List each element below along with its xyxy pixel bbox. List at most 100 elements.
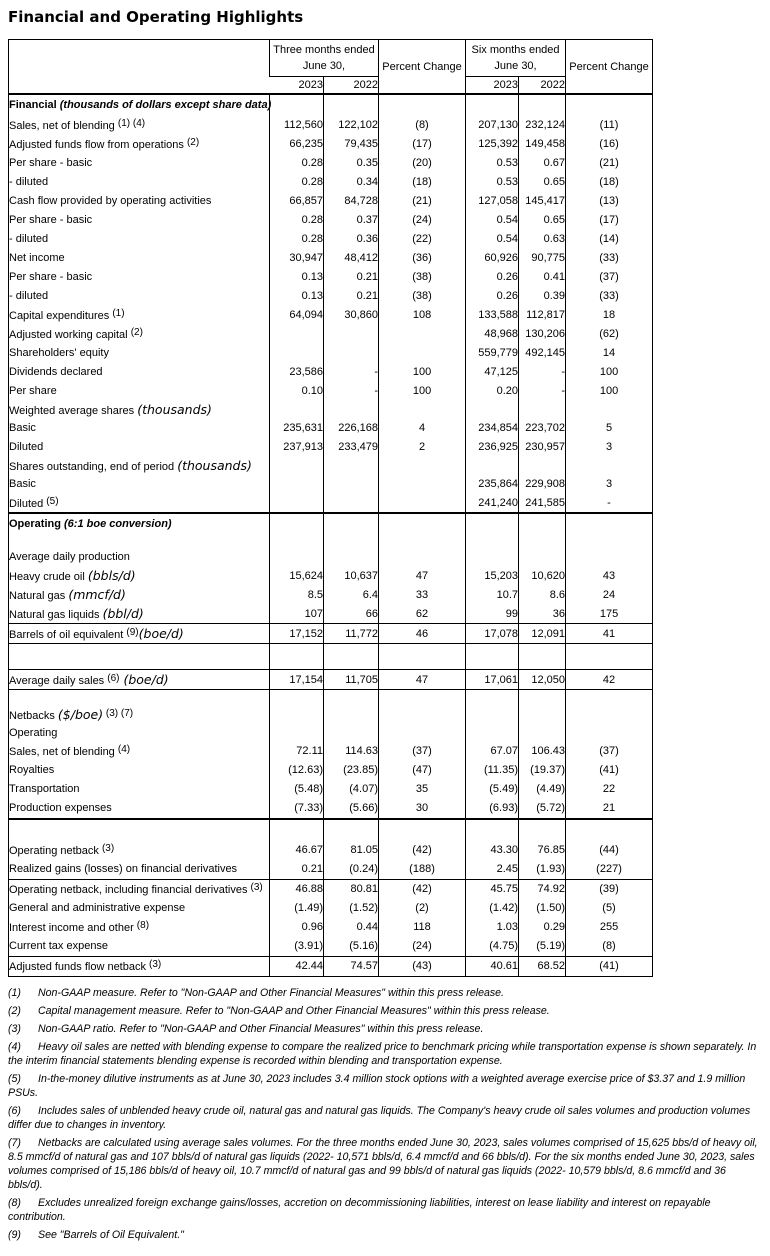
percent-change-cell (378, 493, 466, 513)
footnote: (1) Non-GAAP measure. Refer to "Non-GAAP … (8, 986, 762, 1000)
period-line: Six months ended (471, 44, 560, 56)
percent-change-cell: 21 (565, 798, 653, 820)
label-text: Adjusted funds flow netback (9, 961, 150, 973)
value-cell: 12,050 (518, 669, 566, 690)
label-text: Dividends declared (9, 365, 103, 378)
row-label: General and administrative expense (9, 899, 270, 918)
footnote-text: Netbacks are calculated using average sa… (8, 1136, 758, 1191)
row-label: Operating (9, 724, 270, 742)
percent-change-cell: (5) (565, 898, 653, 918)
percent-change-cell: (36) (378, 248, 466, 267)
label-text: Sales, net of blending (9, 746, 118, 758)
percent-change-cell: (188) (378, 859, 466, 880)
value-cell: 72.11 (269, 741, 324, 761)
spacer-row (9, 818, 653, 841)
percent-change-cell (378, 548, 466, 566)
value-cell: 84,728 (322, 191, 379, 210)
percent-change-cell: 30 (378, 798, 466, 820)
value-cell: 30,860 (322, 305, 379, 324)
percent-change-cell: 46 (378, 623, 466, 644)
value-cell: 233,479 (322, 437, 379, 456)
corner-cell (8, 39, 270, 95)
footnote-text: Excludes unrealized foreign exchange gai… (8, 1196, 711, 1223)
value-cell: (5.72) (518, 798, 566, 820)
percent-change-cell (565, 818, 653, 841)
percent-change-cell: 33 (378, 585, 466, 604)
label-text: Cash flow provided by operating activiti… (9, 194, 212, 207)
footnote-reference: (3) (149, 959, 162, 970)
value-cell (269, 324, 324, 343)
value-cell (269, 534, 324, 548)
label-text: (thousands of dollars except share data) (59, 99, 272, 111)
value-cell (269, 474, 324, 493)
footnote: (8) Excludes unrealized foreign exchange … (8, 1196, 762, 1224)
year-header: 2022 (518, 76, 566, 95)
table-row: Shareholders' equity 559,779 492,145 14 (9, 343, 653, 362)
table-row: Weighted average shares (thousands) (9, 400, 653, 418)
value-cell: (0.24) (322, 859, 379, 880)
label-text: General and administrative expense (9, 902, 186, 914)
unit-label: (thousands) (137, 401, 212, 417)
row-label: Barrels of oil equivalent (9)(boe/d) (8, 623, 270, 644)
table-row: Sales, net of blending (4) 72.11 114.63 (37… (9, 741, 653, 761)
value-cell: 74.57 (322, 956, 379, 976)
value-cell: 79,435 (322, 134, 379, 153)
value-cell: 11,772 (322, 623, 379, 644)
footnote-text: See "Barrels of Oil Equivalent." (38, 1228, 184, 1241)
value-cell: 0.39 (518, 286, 566, 305)
value-cell (322, 818, 379, 841)
footnote-reference: (1) (4) (117, 117, 146, 129)
percent-change-cell (565, 643, 653, 670)
percent-change-cell: (43) (378, 956, 466, 976)
value-cell: 76.85 (518, 840, 566, 860)
row-label: - diluted (9, 172, 270, 191)
value-cell (269, 723, 324, 742)
footnote: (6) Includes sales of unblended heavy cru… (8, 1104, 762, 1132)
table-row: Royalties (12.63) (23.85) (47) (11.35) (19.37… (9, 760, 653, 780)
table-row: Netbacks ($/boe) (3) (7) (9, 705, 653, 724)
value-cell: 0.28 (269, 229, 324, 248)
value-cell: 230,957 (518, 437, 566, 456)
value-cell: 48,968 (465, 324, 519, 343)
value-cell: - (518, 362, 566, 381)
unit-label: (mmcf/d) (68, 587, 126, 602)
value-cell: 40.61 (465, 956, 519, 976)
percent-change-cell: (14) (565, 229, 653, 248)
unit-label: (boe/d) (119, 672, 169, 687)
row-label: Weighted average shares (thousands) (9, 400, 270, 418)
table-row: Adjusted funds flow from operations (2) 6… (9, 134, 653, 153)
value-cell: 10,620 (518, 566, 566, 585)
value-cell (465, 512, 519, 534)
value-cell: 10,637 (322, 566, 379, 585)
table-row: Shares outstanding, end of period (thous… (9, 456, 653, 474)
spacer-row (9, 643, 653, 670)
value-cell: 64,094 (269, 305, 324, 324)
value-cell: (19.37) (518, 760, 566, 780)
value-cell: (12.63) (269, 760, 324, 780)
value-cell: 43.30 (465, 840, 519, 860)
label-text: Interest income and other (9, 922, 137, 934)
value-cell: - (322, 362, 379, 381)
label-text: Adjusted working capital (9, 328, 131, 341)
label-text: Basic (9, 477, 36, 490)
value-cell: (5.48) (269, 779, 324, 799)
percent-change-cell: 43 (565, 566, 653, 585)
value-cell (465, 548, 519, 566)
value-cell: 0.41 (518, 267, 566, 286)
percent-change-cell (565, 94, 653, 115)
value-cell: (3.91) (269, 936, 324, 957)
value-cell (322, 343, 379, 362)
value-cell: 68.52 (518, 956, 566, 976)
row-label: Operating netback, including financial d… (9, 879, 270, 899)
percent-change-header: Percent Change (565, 39, 653, 95)
value-cell: 0.53 (465, 153, 519, 172)
value-cell: 207,130 (465, 115, 519, 134)
percent-change-cell: 42 (565, 669, 653, 690)
row-label: Heavy crude oil (bbls/d) (9, 566, 270, 585)
value-cell: 236,925 (465, 437, 519, 456)
table-row: Dividends declared 23,586-100 47,125-100 (9, 362, 653, 381)
label-text: Operating (9, 518, 65, 530)
value-cell (269, 548, 324, 566)
row-label: Average daily sales (6) (boe/d) (8, 669, 270, 690)
value-cell: 241,240 (465, 493, 519, 513)
